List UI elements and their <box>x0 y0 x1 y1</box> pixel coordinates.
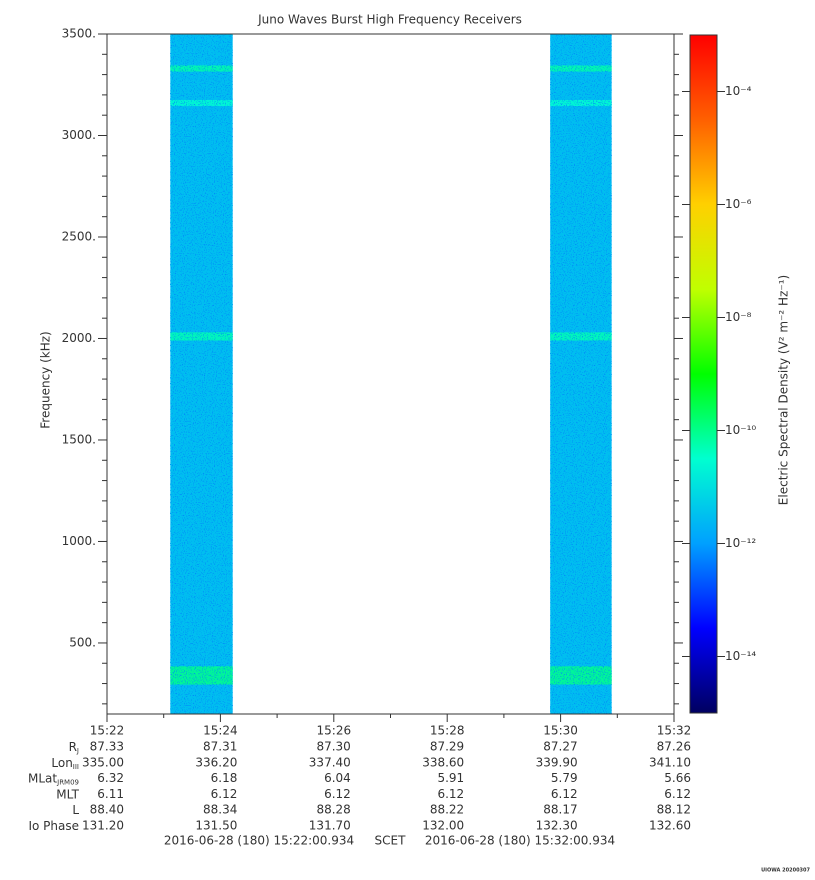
credit: UIOWA 20200307 <box>761 868 810 874</box>
ephemeris-label-sub: J <box>76 747 79 755</box>
ephemeris-label-text: MLT <box>56 787 79 801</box>
ephemeris-value: 87.27 <box>543 740 577 754</box>
ephemeris-value: 87.29 <box>430 740 464 754</box>
ephemeris-value: 6.18 <box>211 771 238 785</box>
colorbar-tick-label: 10⁻⁸ <box>725 310 752 324</box>
ephemeris-label-text: MLat <box>28 771 57 785</box>
ephemeris-label: MLT <box>56 787 79 801</box>
speckle <box>550 34 612 714</box>
ephemeris-label-sub: JRM09 <box>56 779 79 787</box>
ephemeris-value: 131.70 <box>309 819 351 833</box>
x-tick-label: 15:24 <box>203 724 238 738</box>
ephemeris-value: 87.31 <box>203 740 237 754</box>
colorbar-label: Electric Spectral Density (V² m⁻² Hz⁻¹) <box>777 275 791 505</box>
ephemeris-label-text: R <box>69 740 77 754</box>
ephemeris-label-text: Io Phase <box>28 819 79 833</box>
colorbar-tick-label: 10⁻⁶ <box>725 197 752 211</box>
x-tick-label: 15:26 <box>317 724 352 738</box>
ephemeris-value: 6.32 <box>97 771 124 785</box>
ephemeris-value: 132.00 <box>422 819 464 833</box>
colorbar-tick-label: 10⁻¹⁰ <box>725 423 756 437</box>
x-tick-label: 15:22 <box>90 724 125 738</box>
ephemeris-value: 131.50 <box>195 819 237 833</box>
ephemeris-label-sub: III <box>73 763 79 771</box>
colorbar-tick-label: 10⁻¹² <box>725 536 756 550</box>
y-tick-label: 3000. <box>62 128 96 142</box>
ephemeris-value: 88.17 <box>543 803 577 817</box>
ephemeris-value: 87.26 <box>657 740 691 754</box>
ephemeris-value: 6.11 <box>97 787 124 801</box>
y-tick-label: 3500. <box>62 27 96 41</box>
ephemeris-label: MLatJRM09 <box>28 771 79 787</box>
ephemeris-value: 341.10 <box>649 755 691 769</box>
y-axis-label: Frequency (kHz) <box>39 331 53 428</box>
colorbar-tick-label: 10⁻¹⁴ <box>725 649 756 663</box>
ephemeris-value: 337.40 <box>309 755 351 769</box>
y-tick-label: 1500. <box>62 432 96 446</box>
ephemeris-label-text: Lon <box>51 755 72 769</box>
ephemeris-value: 6.12 <box>437 787 464 801</box>
ephemeris-value: 88.40 <box>90 803 124 817</box>
ephemeris-value: 88.12 <box>657 803 691 817</box>
ephemeris-value: 132.60 <box>649 819 691 833</box>
ephemeris-value: 5.91 <box>437 771 464 785</box>
ephemeris-value: 336.20 <box>195 755 237 769</box>
footer-start: 2016-06-28 (180) 15:22:00.934 <box>164 834 354 848</box>
ephemeris-value: 132.30 <box>536 819 578 833</box>
y-tick-label: 2000. <box>62 331 96 345</box>
ephemeris-label: LonIII <box>51 755 79 771</box>
y-tick-label: 1000. <box>62 534 96 548</box>
x-tick-label: 15:32 <box>657 724 692 738</box>
x-tick-label: 15:28 <box>430 724 465 738</box>
ephemeris-label: L <box>72 803 79 817</box>
ephemeris-value: 338.60 <box>422 755 464 769</box>
ephemeris-value: 87.30 <box>316 740 350 754</box>
ephemeris-value: 131.20 <box>82 819 124 833</box>
footer-frame: SCET <box>375 834 407 848</box>
ephemeris-label: RJ <box>69 740 79 756</box>
ephemeris-value: 6.12 <box>664 787 691 801</box>
chart-title: Juno Waves Burst High Frequency Receiver… <box>257 13 522 27</box>
ephemeris-label: Io Phase <box>28 819 79 833</box>
ephemeris-value: 6.12 <box>551 787 578 801</box>
ephemeris-value: 335.00 <box>82 755 124 769</box>
ephemeris-value: 88.34 <box>203 803 237 817</box>
footer-end: 2016-06-28 (180) 15:32:00.934 <box>425 834 615 848</box>
ephemeris-value: 88.28 <box>316 803 350 817</box>
ephemeris-value: 339.90 <box>536 755 578 769</box>
colorbar <box>689 34 718 714</box>
ephemeris-value: 5.66 <box>664 771 691 785</box>
y-tick-label: 2500. <box>62 229 96 243</box>
ephemeris-value: 6.12 <box>324 787 351 801</box>
colorbar-tick-label: 10⁻⁴ <box>725 84 752 98</box>
speckle <box>170 34 233 714</box>
ephemeris-label-text: L <box>72 803 79 817</box>
ephemeris-value: 5.79 <box>551 771 578 785</box>
ephemeris-value: 6.12 <box>211 787 238 801</box>
ephemeris-value: 6.04 <box>324 771 351 785</box>
y-tick-label: 500. <box>69 635 96 649</box>
ephemeris-value: 87.33 <box>90 740 124 754</box>
x-tick-label: 15:30 <box>543 724 578 738</box>
ephemeris-value: 88.22 <box>430 803 464 817</box>
